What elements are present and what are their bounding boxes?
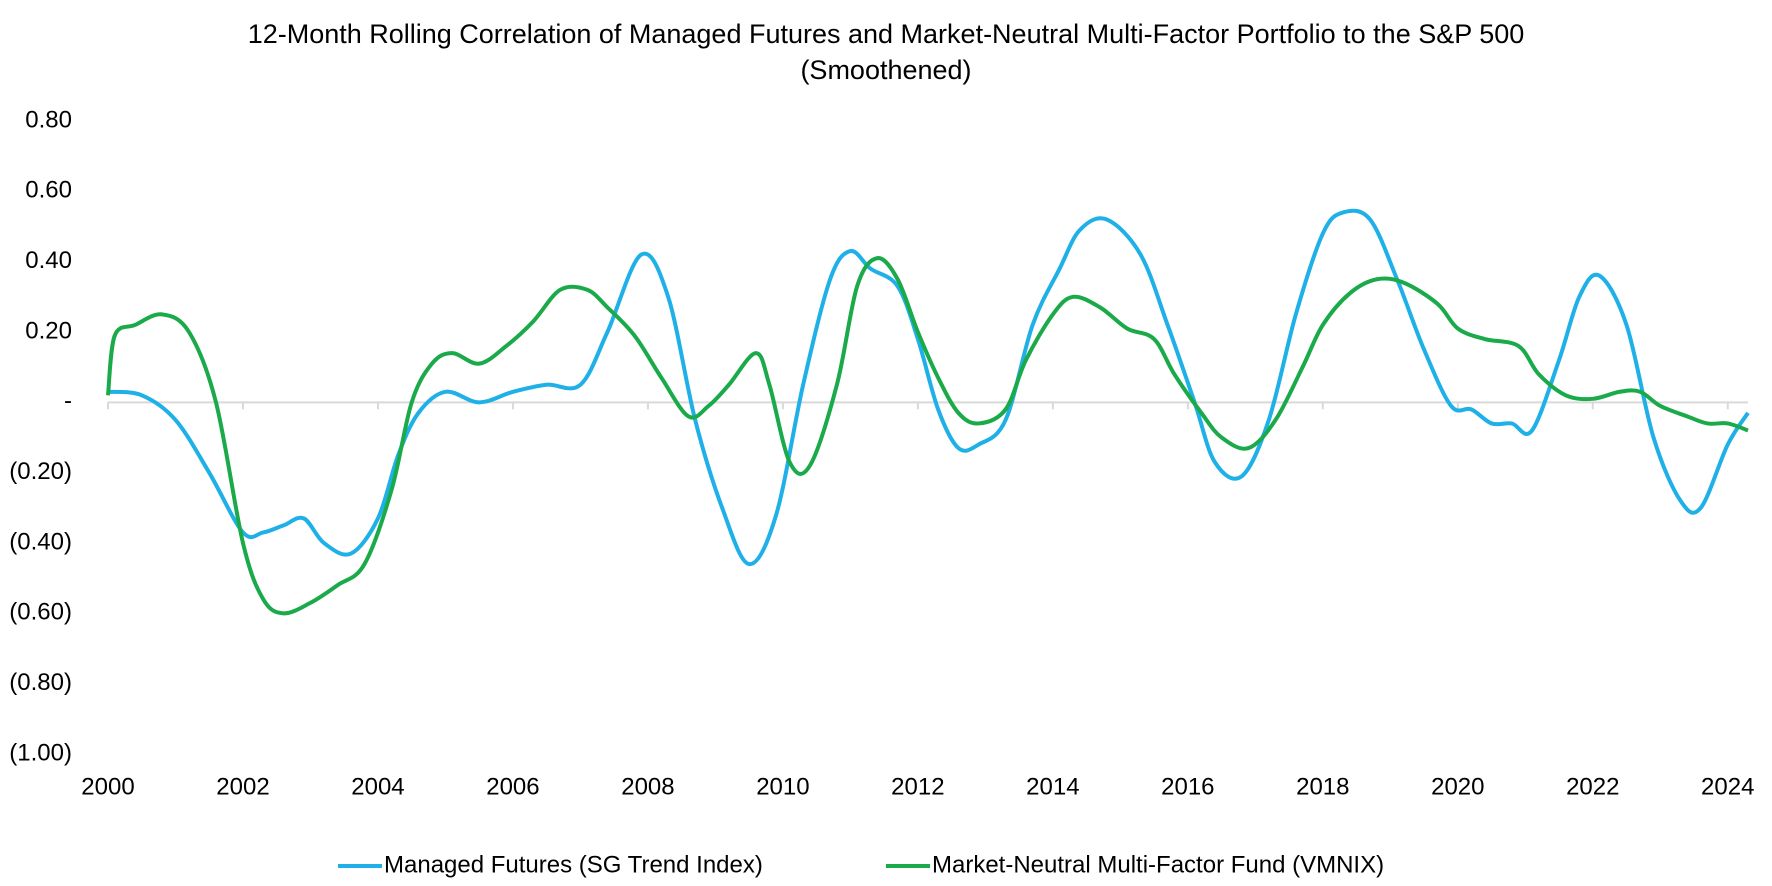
x-tick-label: 2008 [621,773,674,800]
series-line [106,256,1749,616]
y-tick-label: 0.20 [25,317,72,344]
y-tick-label: 0.40 [25,247,72,274]
x-tick-label: 2022 [1566,773,1619,800]
x-tick-label: 2018 [1296,773,1349,800]
x-tick-label: 2016 [1161,773,1214,800]
x-tick-label: 2014 [1026,773,1079,800]
series-line [107,208,1750,567]
x-tick-label: 2024 [1701,773,1754,800]
y-tick-label: (0.40) [9,528,72,555]
y-tick-label: (0.20) [9,458,72,485]
y-tick-label: (0.80) [9,669,72,696]
legend-label: Managed Futures (SG Trend Index) [384,851,763,878]
x-tick-label: 2012 [891,773,944,800]
x-tick-label: 2000 [81,773,134,800]
x-tick-label: 2020 [1431,773,1484,800]
y-tick-label: 0.60 [25,177,72,204]
x-tick-label: 2002 [216,773,269,800]
x-tick-label: 2010 [756,773,809,800]
y-tick-label: - [64,388,72,415]
chart-title: 12-Month Rolling Correlation of Managed … [247,19,1525,85]
legend-label: Market-Neutral Multi-Factor Fund (VMNIX) [932,851,1384,878]
y-tick-label: (1.00) [9,739,72,766]
x-tick-label: 2006 [486,773,539,800]
y-tick-label: 0.80 [25,106,72,133]
y-tick-label: (0.60) [9,599,72,626]
x-tick-label: 2004 [351,773,404,800]
